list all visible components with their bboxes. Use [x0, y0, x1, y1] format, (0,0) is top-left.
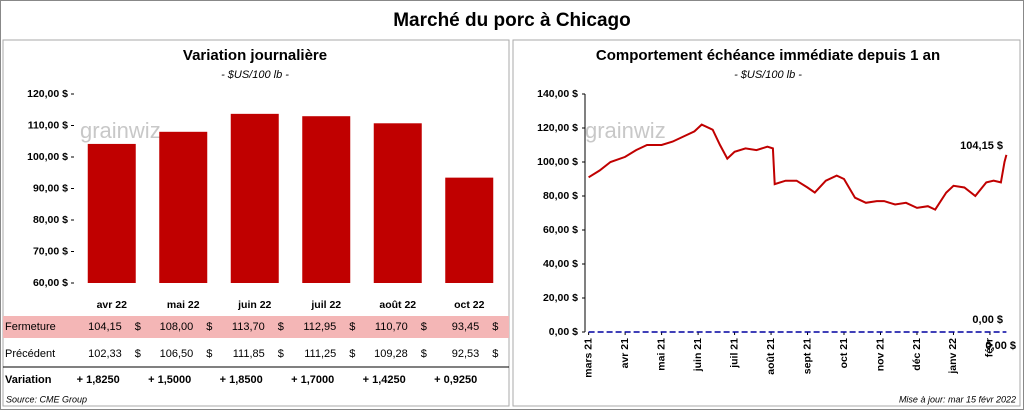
cell-unit: $: [421, 321, 427, 333]
bar: [159, 131, 208, 283]
cell: 104,15: [88, 321, 122, 333]
chart-subtitle: - $US/100 lb -: [221, 69, 289, 81]
cell: 92,53: [452, 348, 480, 360]
cell-unit: $: [278, 348, 284, 360]
y-tick-label: 120,00 $: [27, 88, 68, 100]
y-tick-label: 40,00 $: [543, 258, 578, 270]
y-tick-label: 100,00 $: [27, 151, 68, 163]
cell: 93,45: [452, 321, 480, 333]
y-tick-label: 60,00 $: [33, 277, 68, 289]
row-label: Précédent: [5, 348, 55, 360]
y-tick-label: 80,00 $: [33, 214, 68, 226]
cell: 106,50: [160, 348, 194, 360]
cell-unit: $: [492, 321, 498, 333]
x-tick-label: août 22: [379, 299, 416, 311]
y-tick-label: 60,00 $: [543, 224, 578, 236]
x-tick-label: oct 22: [454, 299, 485, 311]
bar: [373, 123, 422, 283]
y-tick-label: 120,00 $: [537, 122, 578, 134]
x-tick-label: août 21: [765, 338, 777, 375]
cell: + 1,4250: [363, 374, 406, 386]
cell: 102,33: [88, 348, 122, 360]
annotation: 0,00 $: [972, 314, 1003, 326]
x-tick-label: juin 22: [237, 299, 271, 311]
cell-unit: $: [206, 348, 212, 360]
highlight-row: [3, 316, 509, 338]
cell-unit: $: [349, 348, 355, 360]
cell-unit: $: [135, 321, 141, 333]
bar: [302, 116, 351, 284]
left-panel: [2, 39, 510, 407]
y-tick-label: 100,00 $: [537, 156, 578, 168]
x-tick-label: avr 22: [97, 299, 128, 311]
page-title: Marché du porc à Chicago: [393, 10, 631, 31]
cell: 111,85: [233, 348, 265, 360]
cell: 111,25: [304, 348, 336, 360]
x-tick-label: févr: [984, 338, 996, 357]
y-tick-label: 140,00 $: [537, 88, 578, 100]
cell-unit: $: [135, 348, 141, 360]
right-panel: [512, 39, 1021, 407]
chart-subtitle: - $US/100 lb -: [734, 69, 802, 81]
x-tick-label: oct 21: [838, 338, 850, 369]
x-tick-label: janv 22: [947, 338, 959, 375]
x-tick-label: nov 21: [874, 338, 886, 371]
y-tick-label: 80,00 $: [543, 190, 578, 202]
y-tick-label: 0,00 $: [549, 326, 578, 338]
bar: [230, 113, 279, 283]
y-tick-label: 90,00 $: [33, 182, 68, 194]
cell: + 1,8500: [220, 374, 263, 386]
chart-title: Comportement échéance immédiate depuis 1…: [596, 47, 940, 64]
x-tick-label: sept 21: [801, 338, 813, 374]
row-label: Fermeture: [5, 321, 56, 333]
x-tick-label: juin 21: [692, 338, 704, 372]
cell: + 0,9250: [434, 374, 477, 386]
cell: + 1,7000: [291, 374, 334, 386]
x-tick-label: juil 21: [728, 338, 740, 369]
chart-title: Variation journalière: [183, 47, 327, 64]
bar: [445, 177, 494, 283]
annotation: 0,00 $: [985, 340, 1016, 352]
source: Source: CME Group: [6, 394, 87, 404]
cell-unit: $: [421, 348, 427, 360]
cell-unit: $: [492, 348, 498, 360]
cell-unit: $: [349, 321, 355, 333]
y-tick-label: 110,00 $: [28, 119, 68, 131]
x-tick-label: avr 21: [619, 338, 631, 369]
bar: [87, 143, 136, 283]
x-tick-label: juil 22: [310, 299, 341, 311]
series-line: [588, 123, 1008, 211]
x-tick-label: mars 21: [582, 338, 594, 378]
cell: 112,95: [303, 321, 336, 333]
annotation: 104,15 $: [960, 140, 1003, 152]
watermark: grainwiz: [585, 118, 666, 143]
updated: Mise à jour: mar 15 févr 2022: [899, 394, 1016, 404]
cell-unit: $: [278, 321, 284, 333]
x-tick-label: mai 22: [167, 299, 200, 311]
cell: 110,70: [375, 321, 408, 333]
x-tick-label: mai 21: [655, 338, 667, 371]
cell: + 1,5000: [148, 374, 191, 386]
cell: 109,28: [374, 348, 408, 360]
watermark: grainwiz: [80, 118, 161, 143]
cell: + 1,8250: [77, 374, 120, 386]
y-tick-label: 70,00 $: [33, 245, 68, 257]
cell: 108,00: [160, 321, 194, 333]
cell-unit: $: [206, 321, 212, 333]
x-tick-label: déc 21: [911, 338, 923, 371]
cell: 113,70: [232, 321, 265, 333]
row-label: Variation: [5, 374, 52, 386]
y-tick-label: 20,00 $: [543, 292, 578, 304]
